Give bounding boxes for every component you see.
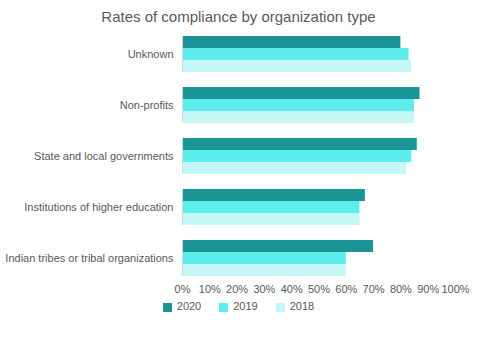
svg-text:20%: 20% xyxy=(226,283,248,295)
html-text:Rates of compliance by organiz: Rates of compliance by organization type xyxy=(101,8,376,25)
html-text:2020: 2020 xyxy=(176,300,202,312)
html-text:2018: 2018 xyxy=(289,300,315,312)
svg-text:90%: 90% xyxy=(417,283,439,295)
svg-text:Non-profits: Non-profits xyxy=(120,99,174,111)
svg-text:Institutions of higher educati: Institutions of higher education xyxy=(24,201,173,213)
svg-text:Unknown: Unknown xyxy=(128,48,174,60)
svg-text:60%: 60% xyxy=(335,283,357,295)
svg-text:30%: 30% xyxy=(253,283,275,295)
svg-text:Indian tribes or tribal organi: Indian tribes or tribal organizations xyxy=(5,252,174,264)
svg-text:State and local governments: State and local governments xyxy=(34,150,174,162)
svg-text:80%: 80% xyxy=(390,283,412,295)
svg-text:50%: 50% xyxy=(308,283,330,295)
svg-text:0%: 0% xyxy=(175,283,191,295)
svg-text:100%: 100% xyxy=(441,283,469,295)
svg-text:40%: 40% xyxy=(281,283,303,295)
svg-text:70%: 70% xyxy=(363,283,385,295)
svg-text:10%: 10% xyxy=(199,283,221,295)
html-text:2019: 2019 xyxy=(233,300,258,312)
